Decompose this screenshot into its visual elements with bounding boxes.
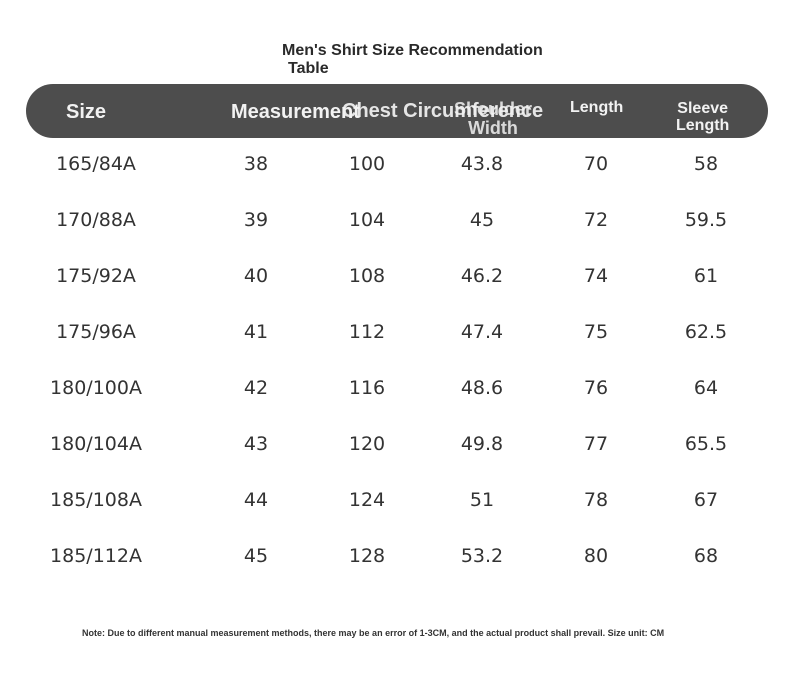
cell-chest: 116 bbox=[348, 377, 386, 399]
cell-size: 180/104A bbox=[50, 433, 142, 455]
cell-measurement: 43 bbox=[243, 433, 269, 455]
header-chest-circumference: Chest Circumference bbox=[342, 100, 544, 122]
cell-measurement: 44 bbox=[243, 489, 269, 511]
table-row: 180/104A 43 120 49.8 77 65.5 bbox=[0, 433, 790, 463]
measurement-note: Note: Due to different manual measuremen… bbox=[82, 628, 665, 638]
table-header: Size Measurement Chest Circumference Sho… bbox=[26, 84, 768, 138]
cell-measurement: 39 bbox=[243, 209, 269, 231]
header-sleeve-line-1: Sleeve bbox=[677, 100, 729, 117]
cell-chest: 104 bbox=[348, 209, 386, 231]
cell-length: 75 bbox=[583, 321, 609, 343]
cell-chest: 124 bbox=[348, 489, 386, 511]
cell-size: 165/84A bbox=[56, 153, 136, 175]
table-row: 185/108A 44 124 51 78 67 bbox=[0, 489, 790, 519]
cell-length: 72 bbox=[583, 209, 609, 231]
cell-size: 175/92A bbox=[56, 265, 136, 287]
cell-shoulder: 47.4 bbox=[460, 321, 504, 343]
header-size: Size bbox=[66, 101, 107, 123]
cell-shoulder: 49.8 bbox=[460, 433, 504, 455]
cell-sleeve: 64 bbox=[693, 377, 719, 399]
cell-length: 80 bbox=[583, 545, 609, 567]
cell-shoulder: 43.8 bbox=[460, 153, 504, 175]
cell-sleeve: 62.5 bbox=[684, 321, 728, 343]
cell-size: 185/108A bbox=[50, 489, 142, 511]
cell-sleeve: 61 bbox=[693, 265, 719, 287]
cell-length: 76 bbox=[583, 377, 609, 399]
cell-shoulder: 45 bbox=[469, 209, 495, 231]
cell-shoulder: 46.2 bbox=[460, 265, 504, 287]
cell-sleeve: 65.5 bbox=[684, 433, 728, 455]
cell-sleeve: 68 bbox=[693, 545, 719, 567]
table-row: 165/84A 38 100 43.8 70 58 bbox=[0, 153, 790, 183]
table-row: 175/92A 40 108 46.2 74 61 bbox=[0, 265, 790, 295]
cell-measurement: 41 bbox=[243, 321, 269, 343]
cell-chest: 112 bbox=[348, 321, 386, 343]
cell-size: 170/88A bbox=[56, 209, 136, 231]
cell-length: 77 bbox=[583, 433, 609, 455]
header-shoulder-line-2: Width bbox=[468, 118, 518, 138]
table-row: 170/88A 39 104 45 72 59.5 bbox=[0, 209, 790, 239]
table-row: 185/112A 45 128 53.2 80 68 bbox=[0, 545, 790, 575]
cell-size: 175/96A bbox=[56, 321, 136, 343]
cell-measurement: 40 bbox=[243, 265, 269, 287]
header-measurement: Measurement bbox=[231, 101, 360, 123]
title-line-2: Table bbox=[288, 60, 329, 77]
cell-sleeve: 59.5 bbox=[684, 209, 728, 231]
cell-sleeve: 67 bbox=[693, 489, 719, 511]
cell-sleeve: 58 bbox=[693, 153, 719, 175]
cell-size: 180/100A bbox=[50, 377, 142, 399]
header-shoulder-line-1: Shoulder bbox=[454, 99, 533, 119]
cell-length: 70 bbox=[583, 153, 609, 175]
cell-chest: 100 bbox=[348, 153, 386, 175]
table-row: 180/100A 42 116 48.6 76 64 bbox=[0, 377, 790, 407]
cell-measurement: 38 bbox=[243, 153, 269, 175]
table-row: 175/96A 41 112 47.4 75 62.5 bbox=[0, 321, 790, 351]
cell-chest: 108 bbox=[348, 265, 386, 287]
table-title: Men's Shirt Size Recommendation Table bbox=[282, 42, 602, 78]
cell-measurement: 42 bbox=[243, 377, 269, 399]
header-sleeve-length: Sleeve Length bbox=[676, 100, 729, 134]
cell-length: 78 bbox=[583, 489, 609, 511]
cell-chest: 120 bbox=[348, 433, 386, 455]
cell-shoulder: 51 bbox=[469, 489, 495, 511]
header-length: Length bbox=[570, 99, 624, 116]
cell-chest: 128 bbox=[348, 545, 386, 567]
cell-size: 185/112A bbox=[50, 545, 142, 567]
title-line-1: Men's Shirt Size Recommendation bbox=[282, 42, 543, 59]
cell-shoulder: 53.2 bbox=[460, 545, 504, 567]
cell-length: 74 bbox=[583, 265, 609, 287]
cell-shoulder: 48.6 bbox=[460, 377, 504, 399]
cell-measurement: 45 bbox=[243, 545, 269, 567]
header-shoulder-width: Shoulder Width bbox=[454, 100, 532, 138]
header-sleeve-line-2: Length bbox=[676, 117, 730, 134]
